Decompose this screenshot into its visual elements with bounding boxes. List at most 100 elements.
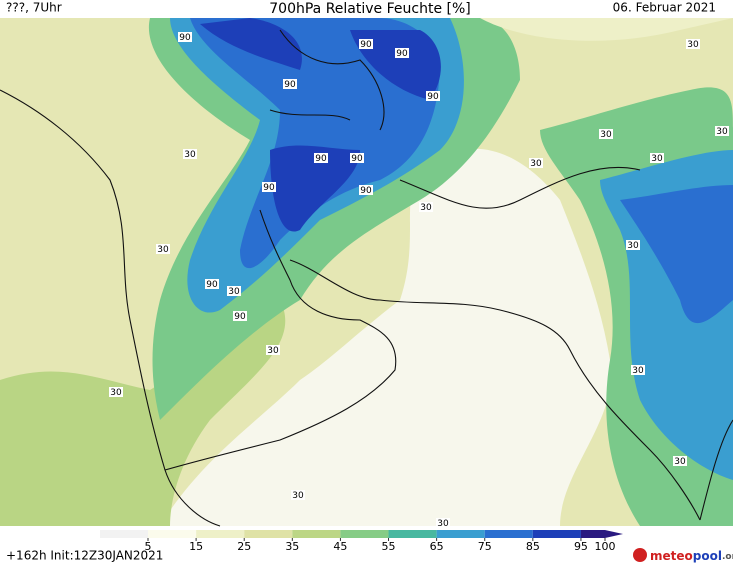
contour-label: 90 xyxy=(263,183,275,193)
colorbar-segment xyxy=(388,530,437,538)
colorbar-segment xyxy=(292,530,341,538)
colorbar: 5 15 25 35 45 55 65 75 85 95 100 xyxy=(100,530,623,553)
contour-label: 90 xyxy=(427,92,439,102)
init-label: +162h Init:12Z30JAN2021 xyxy=(6,549,163,563)
contour-label: 90 xyxy=(234,312,246,322)
contour-label: 30 xyxy=(157,245,169,255)
contour-label-box xyxy=(109,387,123,397)
contour-label: 30 xyxy=(420,203,432,213)
contour-label: 30 xyxy=(437,519,449,529)
contour-label-box xyxy=(419,202,433,212)
colorbar-segment xyxy=(148,530,197,538)
logo-icon xyxy=(633,548,647,562)
contour-label-box xyxy=(178,32,192,42)
coastlines xyxy=(0,29,733,527)
contour-label-box xyxy=(205,279,219,289)
colorbar-tick-label: 15 xyxy=(189,540,203,553)
contour-label: 90 xyxy=(351,154,363,164)
colorbar-tick-label: 75 xyxy=(478,540,492,553)
colorbar-tick-label: 100 xyxy=(595,540,616,553)
colorbar-segment xyxy=(484,530,533,538)
contour-labels: 90 90 90 90 90 90 90 90 90 90 90 30 30 30 30 30 30 30 30 30… xyxy=(109,32,729,529)
logo-part: .org xyxy=(722,552,733,562)
contour-label: 30 xyxy=(687,40,699,50)
contour-label: 90 xyxy=(206,280,218,290)
colorbar-segment xyxy=(244,530,293,538)
contour-label-box xyxy=(227,286,241,296)
borders xyxy=(269,29,641,209)
very-humid-band xyxy=(190,18,440,269)
coast-south-asia xyxy=(289,259,701,521)
colorbar-tick-label: 35 xyxy=(285,540,299,553)
contour-label-box xyxy=(715,126,729,136)
contour-label: 30 xyxy=(716,127,728,137)
colorbar-segment xyxy=(196,530,245,538)
contour-label-box xyxy=(291,490,305,500)
contour-label-box xyxy=(673,456,687,466)
contour-label: 30 xyxy=(627,241,639,251)
colorbar-arrow xyxy=(605,530,623,538)
contour-label-box xyxy=(436,518,450,528)
contour-label-box xyxy=(686,39,700,49)
valid-date: 06. Februar 2021 xyxy=(613,1,716,15)
colorbar-tick-label: 45 xyxy=(333,540,347,553)
contour-label-box xyxy=(314,153,328,163)
contour-label-box xyxy=(183,149,197,159)
contour-label: 90 xyxy=(315,154,327,164)
colorbar-tick-label: 25 xyxy=(237,540,251,553)
logo-part: meteo xyxy=(650,549,693,563)
contour-label-box xyxy=(233,311,247,321)
colorbar-tick-label: 85 xyxy=(526,540,540,553)
contour-label: 30 xyxy=(530,159,542,169)
contour-label-box xyxy=(350,153,364,163)
contour-label-box xyxy=(626,240,640,250)
map xyxy=(0,18,733,527)
contour-label: 30 xyxy=(674,457,686,467)
contour-label: 30 xyxy=(110,388,122,398)
contour-label: 90 xyxy=(396,49,408,59)
contour-label-box xyxy=(650,153,664,163)
colorbar-segment xyxy=(436,530,485,538)
colorbar-tick-label: 65 xyxy=(430,540,444,553)
contour-label: 90 xyxy=(284,80,296,90)
contour-label-box xyxy=(283,79,297,89)
contour-label-box xyxy=(529,158,543,168)
east-very-humid xyxy=(620,185,733,324)
colorbar-segment xyxy=(580,530,605,538)
contour-label: 30 xyxy=(632,366,644,376)
coast-east xyxy=(699,419,733,521)
contour-label-box xyxy=(359,185,373,195)
saturated-areas xyxy=(200,18,441,232)
colorbar-segment xyxy=(340,530,389,538)
contour-label-box xyxy=(359,39,373,49)
colorbar-tick-label: 55 xyxy=(382,540,396,553)
colorbar-segment xyxy=(532,530,581,538)
contour-label-box xyxy=(599,129,613,139)
contour-label: 90 xyxy=(360,186,372,196)
contour-label: 90 xyxy=(179,33,191,43)
contour-label: 30 xyxy=(184,150,196,160)
logo-part: pool xyxy=(693,549,722,563)
colorbar-tick-label: 5 xyxy=(145,540,152,553)
contour-label-box xyxy=(426,91,440,101)
colorbar-tick-label: 95 xyxy=(574,540,588,553)
contour-label: 30 xyxy=(228,287,240,297)
contour-label-box xyxy=(395,48,409,58)
north-east-dry xyxy=(480,18,733,41)
colorbar-extension xyxy=(100,530,148,538)
contour-label: 30 xyxy=(600,130,612,140)
contour-label-box xyxy=(156,244,170,254)
contour-label: 30 xyxy=(292,491,304,501)
map-title: 700hPa Relative Feuchte [%] xyxy=(269,1,470,17)
contour-label-box xyxy=(266,345,280,355)
coast-arabia xyxy=(164,209,397,471)
contour-label: 30 xyxy=(651,154,663,164)
contour-label-box xyxy=(262,182,276,192)
contour-label: 90 xyxy=(360,40,372,50)
logo: meteopool.org xyxy=(650,549,733,563)
contour-label: 30 xyxy=(267,346,279,356)
run-label: ???, 7Uhr xyxy=(6,1,62,15)
coast-west xyxy=(0,89,221,527)
contour-label-box xyxy=(631,365,645,375)
